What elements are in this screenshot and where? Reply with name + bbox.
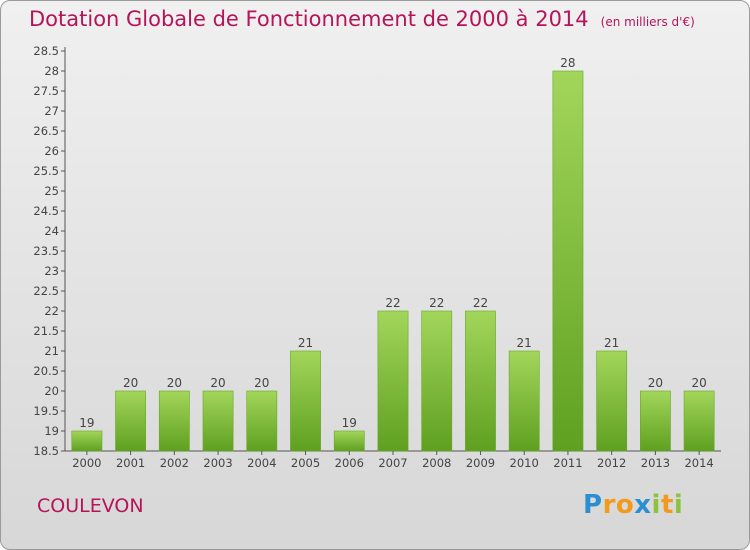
y-tick-label-18: 27.5	[33, 84, 59, 98]
bar-2013	[640, 390, 671, 452]
bar-value-label-2010: 21	[517, 336, 532, 350]
bar-value-label-2002: 20	[167, 376, 182, 390]
x-tick-label-2011: 2011	[553, 456, 582, 470]
bar-2003	[202, 390, 234, 452]
bar-value-label-2012: 21	[604, 336, 619, 350]
bar-value-label-2007: 22	[385, 296, 400, 310]
y-tick-label-6: 21.5	[33, 324, 59, 338]
chart-subtitle: (en milliers d'€)	[600, 15, 695, 29]
y-tick-label-15: 26	[44, 144, 59, 158]
bar-value-label-2003: 20	[210, 376, 225, 390]
y-tick-label-16: 26.5	[33, 124, 59, 138]
y-tick-label-13: 25	[44, 184, 59, 198]
y-tick-label-12: 24.5	[33, 204, 59, 218]
bar-value-label-2011: 28	[560, 56, 575, 70]
chart-title-text: Dotation Globale de Fonctionnement de 20…	[29, 7, 589, 31]
commune-name: COULEVON	[37, 495, 144, 517]
y-tick-label-1: 19	[44, 424, 59, 438]
x-tick-label-2002: 2002	[160, 456, 189, 470]
y-tick-label-7: 22	[44, 304, 59, 318]
x-tick-label-2006: 2006	[335, 456, 364, 470]
y-tick-label-9: 23	[44, 264, 59, 278]
y-tick-label-8: 22.5	[33, 284, 59, 298]
x-tick-label-2014: 2014	[684, 456, 713, 470]
bar-2011	[552, 70, 584, 452]
y-tick-label-10: 23.5	[33, 244, 59, 258]
proxiti-logo: Proxiti	[583, 490, 684, 520]
y-tick-label-0: 18.5	[33, 444, 59, 458]
x-tick-label-2004: 2004	[247, 456, 276, 470]
bar-value-label-2009: 22	[473, 296, 488, 310]
x-tick-label-2000: 2000	[72, 456, 101, 470]
bar-value-label-2000: 19	[79, 416, 94, 430]
y-tick-label-19: 28	[44, 64, 59, 78]
bar-2006	[333, 430, 365, 452]
x-tick-label-2009: 2009	[466, 456, 495, 470]
bar-2004	[246, 390, 278, 452]
y-tick-label-2: 19.5	[33, 404, 59, 418]
bar-2000	[71, 430, 103, 452]
x-tick-label-2008: 2008	[422, 456, 451, 470]
chart-title: Dotation Globale de Fonctionnement de 20…	[29, 7, 695, 31]
x-tick-label-2001: 2001	[116, 456, 145, 470]
y-tick-label-11: 24	[44, 224, 59, 238]
x-tick-label-2013: 2013	[641, 456, 670, 470]
bar-2005	[290, 350, 321, 452]
y-tick-label-20: 28.5	[33, 44, 59, 58]
y-tick-label-5: 21	[44, 344, 59, 358]
bar-value-label-2006: 19	[342, 416, 357, 430]
x-tick-label-2003: 2003	[203, 456, 232, 470]
y-tick-label-4: 20.5	[33, 364, 59, 378]
bar-2002	[158, 390, 190, 452]
bar-2009	[465, 310, 496, 452]
y-tick-label-17: 27	[44, 104, 59, 118]
bar-value-label-2008: 22	[429, 296, 444, 310]
x-tick-label-2007: 2007	[378, 456, 407, 470]
bar-2012	[596, 350, 628, 452]
bar-value-label-2004: 20	[254, 376, 269, 390]
y-tick-label-14: 25.5	[33, 164, 59, 178]
bar-value-label-2014: 20	[691, 376, 706, 390]
y-tick-label-3: 20	[44, 384, 59, 398]
x-tick-label-2012: 2012	[597, 456, 626, 470]
bar-value-label-2001: 20	[123, 376, 138, 390]
bar-2008	[421, 310, 453, 452]
x-tick-label-2010: 2010	[510, 456, 539, 470]
x-tick-label-2005: 2005	[291, 456, 320, 470]
bar-2007	[377, 310, 409, 452]
bar-2010	[508, 350, 540, 452]
bar-2014	[683, 390, 715, 452]
bar-2001	[115, 390, 146, 452]
bar-value-label-2005: 21	[298, 336, 313, 350]
bar-value-label-2013: 20	[648, 376, 663, 390]
